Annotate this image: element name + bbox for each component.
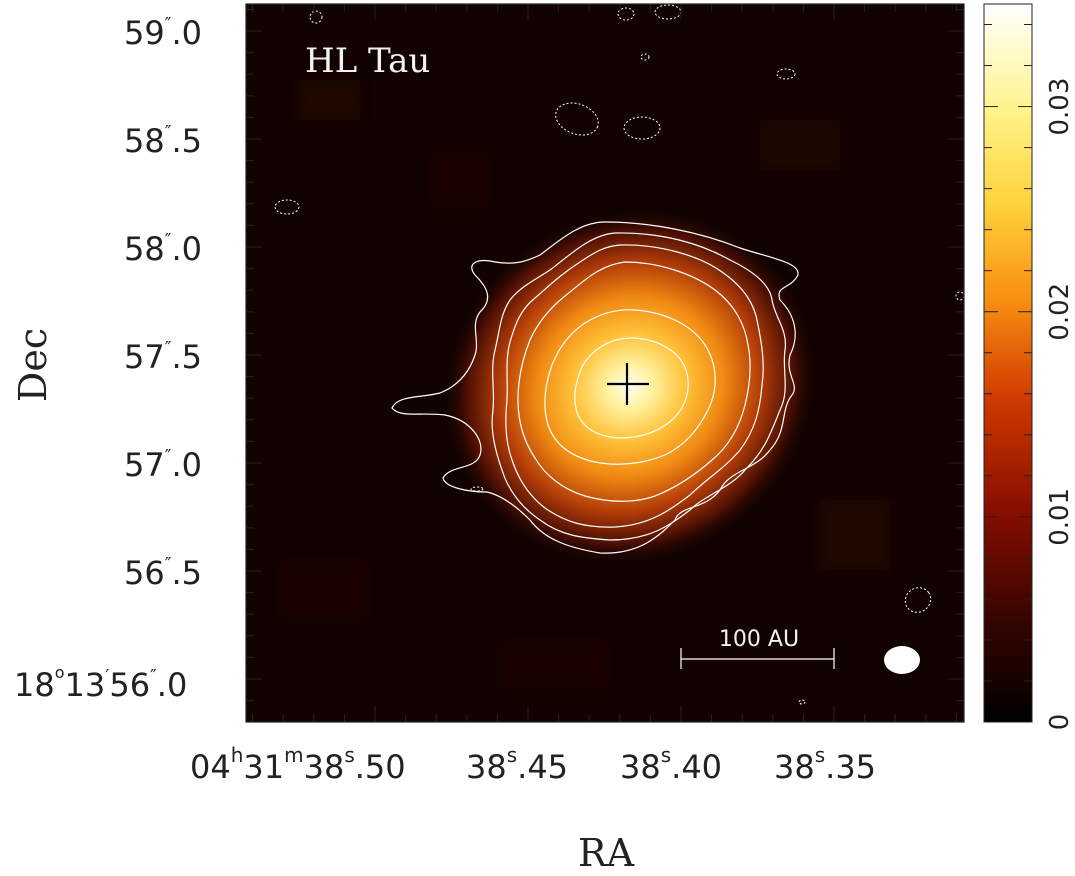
colorbar-gradient <box>983 3 1033 723</box>
dec-tick-label: 59″.0 <box>124 14 202 52</box>
image-frame <box>245 3 965 723</box>
colorbar-tick-label: 0.02 <box>1045 283 1075 341</box>
contour-level-3 <box>505 244 764 528</box>
object-label: HL Tau <box>305 41 430 81</box>
ra-tick-label: 04h31m38s.50 <box>190 743 406 786</box>
contour-level-6 <box>574 337 689 439</box>
dec-tick-labels: 59″.0 58″.5 58″.0 57″.5 57″.0 56″.5 18o1… <box>14 14 202 704</box>
y-axis-title: Dec <box>11 328 55 402</box>
ra-tick-labels: 04h31m38s.50 38s.45 38s.40 38s.35 <box>190 743 876 786</box>
dec-tick-label: 56″.5 <box>124 554 202 592</box>
background-noise <box>280 80 890 690</box>
dec-tick-label: 57″.0 <box>124 446 202 484</box>
dec-tick-label: 57″.5 <box>124 338 202 376</box>
colorbar-tick-label: 0.01 <box>1045 488 1075 546</box>
colorbar-tick-label: 0.03 <box>1045 78 1075 136</box>
dec-tick-label: 58″.5 <box>124 122 202 160</box>
scale-bar-label: 100 AU <box>719 627 799 652</box>
axis-ticks <box>246 4 964 722</box>
image-panel: HL Tau 100 AU <box>245 3 965 723</box>
dec-tick-label: 18o13′56″.0 <box>14 663 187 704</box>
scale-bar: 100 AU <box>680 627 835 669</box>
contour-level-2 <box>491 232 787 541</box>
x-axis-title: RA <box>578 831 635 875</box>
ra-tick-label: 38s.35 <box>774 743 876 786</box>
colorbar: 0 0.01 0.02 0.03 <box>983 3 1075 731</box>
contour-level-4 <box>517 261 751 502</box>
colorbar-ticks <box>984 24 1032 723</box>
source-position-marker <box>607 363 649 405</box>
beam-ellipse <box>884 646 920 674</box>
emission-contours <box>391 221 799 554</box>
ra-tick-label: 38s.45 <box>466 743 568 786</box>
ra-tick-label: 38s.40 <box>620 743 722 786</box>
colorbar-tick-label: 0 <box>1045 714 1075 731</box>
dec-tick-label: 58″.0 <box>124 230 202 268</box>
colorbar-tick-labels: 0 0.01 0.02 0.03 <box>1045 78 1075 731</box>
contour-level-1 <box>391 221 799 554</box>
contour-level-5 <box>544 309 716 465</box>
